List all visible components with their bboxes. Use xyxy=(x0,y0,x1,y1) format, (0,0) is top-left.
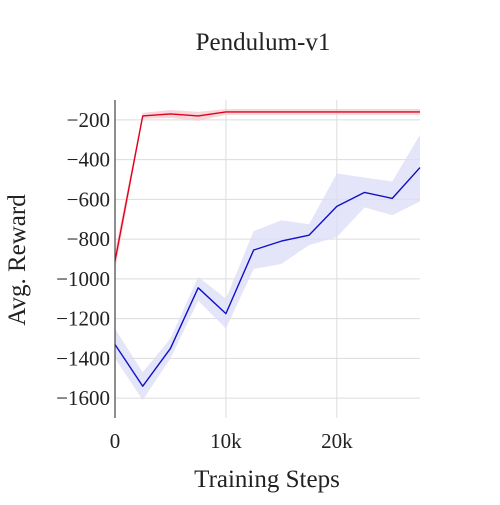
confidence-bands xyxy=(115,108,420,401)
series-1-line xyxy=(114,111,420,262)
y-tick-label: −400 xyxy=(67,148,110,172)
y-tick-label: −1600 xyxy=(56,386,110,410)
y-axis-title: Avg. Reward xyxy=(4,194,31,326)
x-axis-title: Training Steps xyxy=(194,466,340,493)
x-tick-label: 0 xyxy=(110,429,121,453)
y-tick-label: −600 xyxy=(67,187,110,211)
series-2-band xyxy=(115,134,420,401)
y-tick-label: −1000 xyxy=(56,267,110,291)
series-lines xyxy=(114,111,421,387)
chart-title: Pendulum-v1 xyxy=(196,29,331,56)
x-tick-label: 20k xyxy=(321,429,353,453)
series-2-line xyxy=(114,167,421,387)
y-tick-label: −200 xyxy=(67,108,110,132)
y-tick-label: −800 xyxy=(67,227,110,251)
x-tick-label: 10k xyxy=(210,429,242,453)
y-tick-label: −1400 xyxy=(56,346,110,370)
y-tick-label: −1200 xyxy=(56,307,110,331)
